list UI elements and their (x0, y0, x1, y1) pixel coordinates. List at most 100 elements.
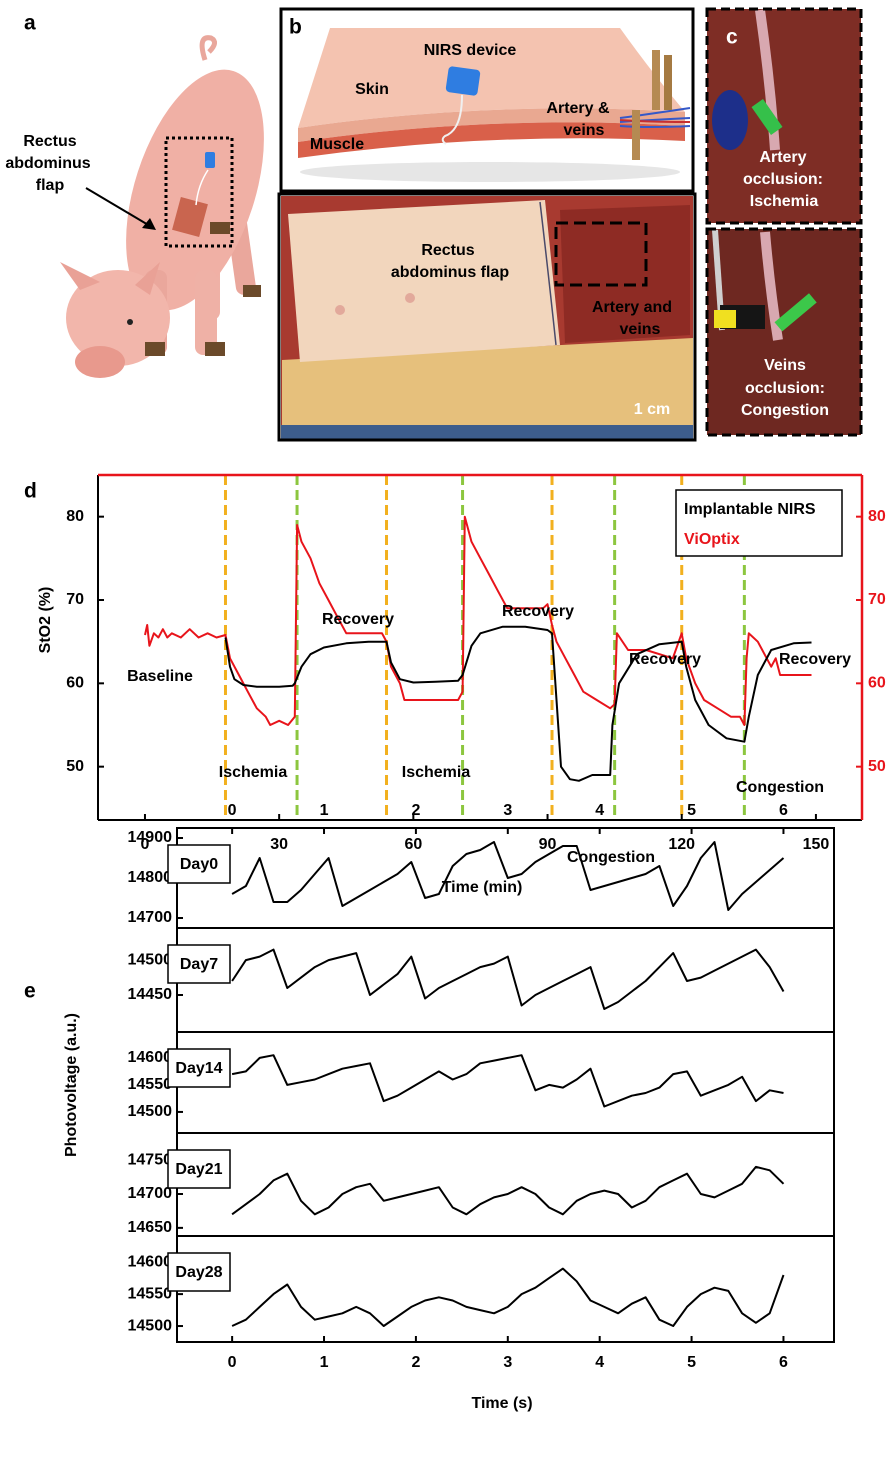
y-tick-label: 14550 (128, 1076, 173, 1093)
y-tick-label: 14550 (128, 1285, 173, 1302)
x-tick-label: 4 (595, 1354, 604, 1371)
y-tick-label: 14450 (128, 986, 173, 1003)
y-tick-label: 14750 (128, 1151, 173, 1168)
y-tick-label: 70 (66, 591, 84, 608)
data-line (226, 627, 812, 781)
data-line (232, 1269, 783, 1326)
panel-label: b (289, 16, 302, 39)
series-label: Day28 (175, 1264, 222, 1281)
annotation: Recovery (322, 611, 394, 628)
label: Muscle (310, 136, 364, 153)
y-tick-label: 14900 (128, 829, 173, 846)
pig-eye (127, 319, 133, 325)
flap-photo (279, 194, 695, 440)
y-tick-label: 60 (66, 675, 84, 692)
label: Artery and (592, 299, 672, 316)
x-tick-label-top: 4 (595, 802, 604, 819)
label: Artery & (546, 100, 610, 117)
nipple (405, 293, 415, 303)
label: Artery (759, 149, 806, 166)
label: abdominus (5, 155, 90, 172)
x-tick-label: 6 (779, 1354, 788, 1371)
y-tick-label: 14650 (128, 1219, 173, 1236)
label: flap (36, 177, 65, 194)
label: Veins (764, 357, 806, 374)
y2-tick-label: 70 (868, 591, 886, 608)
x-tick-label: 120 (668, 836, 695, 853)
label: veins (564, 122, 605, 139)
annotation: Recovery (629, 651, 701, 668)
label: NIRS device (424, 42, 517, 59)
device (445, 66, 480, 96)
data-line (232, 1167, 783, 1214)
data-line (232, 842, 783, 910)
label: occlusion: (745, 380, 825, 397)
panel-label: c (726, 26, 738, 49)
annotation: Baseline (127, 668, 193, 685)
y-tick-label: 14700 (128, 909, 173, 926)
x-tick-label-top: 3 (503, 802, 512, 819)
pig-hoof (145, 342, 165, 356)
x-tick-label: 150 (803, 836, 830, 853)
x-tick-label-top: 1 (320, 802, 329, 819)
x-axis-title: Time (min) (442, 879, 523, 896)
x-tick-label: 5 (687, 1354, 696, 1371)
pig-hoof (243, 285, 261, 297)
body: a Rectus abdominus flap b NIRS device Sk… (0, 0, 888, 1476)
legend-entry: ViOptix (684, 531, 740, 548)
data-line (232, 950, 783, 1009)
label: veins (620, 321, 661, 338)
label: occlusion: (743, 171, 823, 188)
label: Congestion (741, 402, 829, 419)
pig-illustration (60, 38, 291, 378)
x-tick-label: 60 (404, 836, 422, 853)
pig-tail (202, 38, 214, 60)
x-tick-label: 3 (503, 1354, 512, 1371)
series-label: Day7 (180, 956, 218, 973)
panel-label: e (24, 980, 36, 1003)
pig-snout (75, 346, 125, 378)
clip (712, 90, 748, 150)
x-tick-label: 0 (228, 1354, 237, 1371)
pig-hoof (205, 342, 225, 356)
data-line (232, 1055, 783, 1106)
x-tick-label-top: 2 (411, 802, 420, 819)
clamp (632, 110, 640, 160)
figure: a Rectus abdominus flap b NIRS device Sk… (0, 0, 888, 1476)
x-tick-label-top: 5 (687, 802, 696, 819)
label: Rectus (421, 242, 474, 259)
legend-entry: Implantable NIRS (684, 501, 816, 518)
annotation: Recovery (779, 651, 851, 668)
annotation: Congestion (736, 779, 824, 796)
label: abdominus flap (391, 264, 509, 281)
y2-tick-label: 80 (868, 508, 886, 525)
label: Rectus (23, 133, 76, 150)
panel-label: a (24, 12, 36, 35)
y2-tick-label: 60 (868, 675, 886, 692)
subplot-frame (177, 1236, 834, 1342)
scale-label: 1 cm (634, 401, 670, 418)
series-label: Day14 (175, 1060, 222, 1077)
annotation: Recovery (502, 603, 574, 620)
label: Ischemia (750, 193, 819, 210)
series-label: Day0 (180, 856, 218, 873)
y-tick-label: 14700 (128, 1185, 173, 1202)
subplot-frame (177, 1032, 834, 1133)
x-tick-label-top: 0 (228, 802, 237, 819)
y-tick-label: 14500 (128, 1317, 173, 1334)
series-label: Day21 (175, 1161, 222, 1178)
device (205, 152, 215, 168)
shadow (300, 162, 680, 182)
x-tick-label: 30 (270, 836, 288, 853)
y-axis-title: StO2 (%) (37, 587, 54, 654)
layer-illustration (281, 9, 693, 191)
clip (714, 310, 736, 328)
y-tick-label: 14800 (128, 869, 173, 886)
label: Skin (355, 81, 389, 98)
annotation: Ischemia (402, 764, 471, 781)
annotation: Ischemia (219, 764, 288, 781)
nipple (335, 305, 345, 315)
x-tick-label: 1 (320, 1354, 329, 1371)
panel-label: d (24, 480, 37, 503)
y-axis-title: Photovoltage (a.u.) (63, 1013, 80, 1157)
